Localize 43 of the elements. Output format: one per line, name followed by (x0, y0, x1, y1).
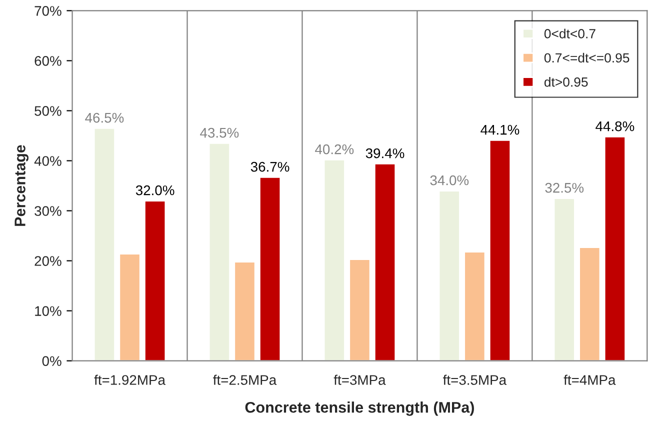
legend-label: 0<dt<0.7 (544, 28, 596, 38)
bar (604, 136, 626, 361)
y-tick-label: 0% (42, 356, 62, 366)
bar (553, 198, 576, 361)
x-tick-label: ft=3MPa (334, 374, 386, 385)
y-tick-label: 60% (34, 56, 62, 66)
bar (323, 159, 346, 361)
bar (208, 142, 230, 361)
bar (234, 261, 256, 361)
x-axis-title: Concrete tensile strength (MPa) (245, 402, 474, 416)
y-axis-title: Percentage (14, 145, 28, 226)
data-label: 43.5% (200, 128, 239, 138)
x-tick-label: ft=4MPa (564, 374, 616, 385)
bar (488, 140, 512, 361)
legend-label: dt>0.95 (544, 77, 588, 87)
y-tick-label: 10% (35, 306, 62, 316)
data-label: 39.4% (366, 148, 404, 158)
data-label: 34.0% (430, 175, 469, 186)
legend-label: 0.7<=dt<=0.95 (544, 52, 630, 63)
data-label: 44.1% (480, 124, 520, 135)
data-label: 36.7% (250, 162, 290, 172)
bar (258, 176, 282, 361)
data-label: 40.2% (315, 144, 354, 154)
x-tick-label: ft=3.5MPa (443, 374, 507, 385)
bar (118, 253, 141, 361)
data-label: 46.5% (85, 112, 124, 123)
bar (144, 200, 166, 361)
bar (374, 163, 396, 361)
bar (348, 258, 371, 361)
x-tick-label: ft=2.5MPa (213, 374, 277, 385)
y-tick-label: 50% (34, 106, 62, 116)
bar (93, 128, 116, 361)
bar (578, 246, 601, 361)
y-tick-label: 20% (34, 256, 62, 266)
y-tick-label: 30% (34, 206, 62, 216)
data-label: 44.8% (596, 121, 634, 132)
bar (464, 251, 486, 361)
x-tick-label: ft=1.92MPa (94, 374, 166, 385)
y-tick-label: 70% (34, 6, 62, 16)
y-tick-label: 40% (34, 156, 62, 166)
data-label: 32.0% (136, 185, 174, 196)
bar (438, 190, 460, 361)
data-label: 32.5% (545, 182, 584, 193)
